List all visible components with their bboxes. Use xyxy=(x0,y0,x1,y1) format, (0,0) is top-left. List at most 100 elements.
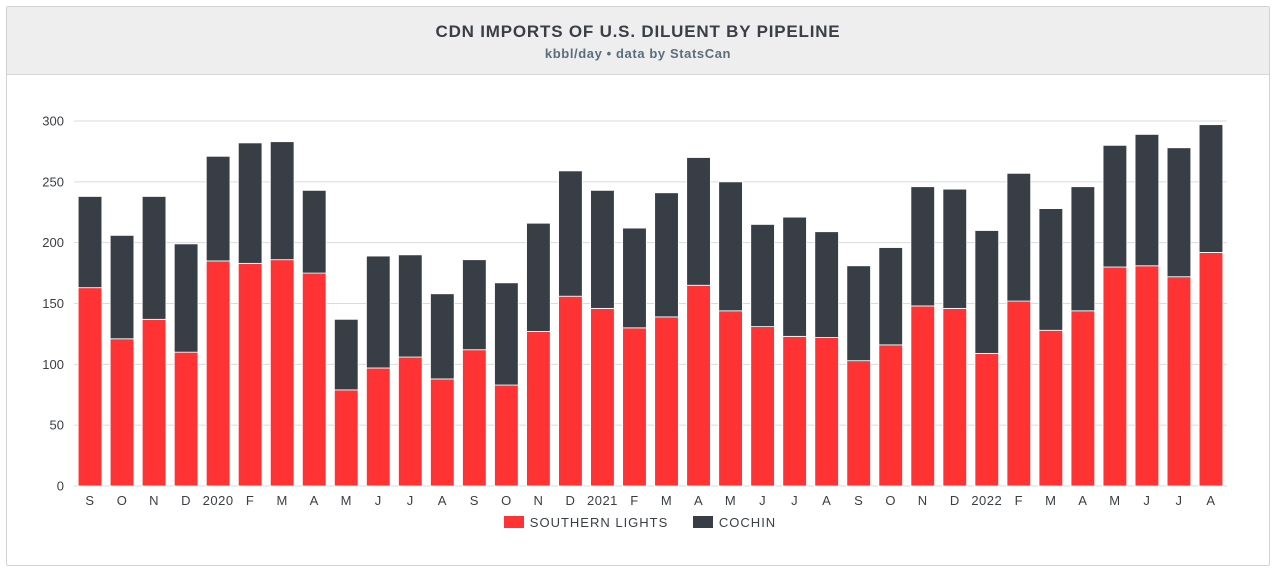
bar-cochin xyxy=(718,181,743,312)
x-tick-label: J xyxy=(791,493,798,508)
x-tick-label: D xyxy=(950,493,960,508)
bar-southern-lights xyxy=(718,310,743,487)
bar-cochin xyxy=(205,155,231,262)
y-tick-label: 100 xyxy=(42,357,64,372)
bar-southern-lights xyxy=(750,326,775,487)
bar-cochin xyxy=(910,186,935,307)
x-tick-label: S xyxy=(854,493,863,508)
x-tick-label: A xyxy=(310,493,319,508)
bar-cochin xyxy=(269,141,295,261)
bar-cochin xyxy=(686,157,711,286)
bar-southern-lights xyxy=(109,338,135,487)
bar-southern-lights xyxy=(686,284,711,487)
x-tick-label: S xyxy=(470,493,479,508)
bar-southern-lights xyxy=(398,356,423,487)
y-tick-label: 150 xyxy=(42,296,64,311)
x-tick-label: 2020 xyxy=(203,493,234,508)
x-tick-label: D xyxy=(181,493,191,508)
x-tick-label: N xyxy=(533,493,543,508)
legend-label-cochin: COCHIN xyxy=(718,515,777,530)
bar-cochin xyxy=(366,255,391,369)
bar-cochin xyxy=(878,247,903,346)
bar-southern-lights xyxy=(1134,265,1160,487)
bar-southern-lights xyxy=(366,367,391,487)
legend-item-southern-lights: SOUTHERN LIGHTS xyxy=(503,515,669,530)
bar-cochin xyxy=(750,224,775,328)
x-tick-label: A xyxy=(1206,493,1215,508)
bar-southern-lights xyxy=(590,307,615,487)
bar-southern-lights xyxy=(558,295,583,487)
x-tick-label: J xyxy=(375,493,382,508)
bar-southern-lights xyxy=(878,344,903,487)
bar-cochin xyxy=(974,230,1000,354)
x-tick-label: J xyxy=(1175,493,1182,508)
x-tick-label: N xyxy=(918,493,928,508)
bar-southern-lights xyxy=(333,389,359,487)
bar-cochin xyxy=(526,222,551,332)
bar-cochin xyxy=(846,265,871,362)
bar-southern-lights xyxy=(782,335,807,487)
bar-southern-lights xyxy=(494,384,519,487)
bar-cochin xyxy=(782,216,807,337)
x-tick-label: F xyxy=(630,493,638,508)
x-tick-label: D xyxy=(565,493,575,508)
bar-cochin xyxy=(430,293,455,380)
x-tick-label: A xyxy=(694,493,703,508)
x-tick-label: O xyxy=(117,493,128,508)
x-tick-label: M xyxy=(661,493,672,508)
bar-cochin xyxy=(942,188,968,309)
chart-legend: SOUTHERN LIGHTS COCHIN xyxy=(0,515,1280,530)
bar-cochin xyxy=(654,192,679,318)
bar-cochin xyxy=(173,243,199,353)
bar-southern-lights xyxy=(1038,329,1064,487)
x-tick-label: O xyxy=(885,493,896,508)
y-tick-label: 0 xyxy=(57,479,64,494)
bar-southern-lights xyxy=(462,349,487,487)
x-tick-label: M xyxy=(1109,493,1120,508)
x-tick-label: 2022 xyxy=(971,493,1002,508)
x-tick-label: N xyxy=(149,493,159,508)
bar-southern-lights xyxy=(910,305,935,487)
bar-cochin xyxy=(1166,147,1192,278)
x-tick-label: M xyxy=(1045,493,1056,508)
x-tick-label: M xyxy=(277,493,288,508)
chart-title: CDN IMPORTS OF U.S. DILUENT BY PIPELINE xyxy=(435,22,841,41)
x-tick-label: A xyxy=(822,493,831,508)
bar-southern-lights xyxy=(1102,266,1128,487)
bar-southern-lights xyxy=(814,337,839,487)
x-tick-label: O xyxy=(501,493,512,508)
x-tick-label: M xyxy=(725,493,736,508)
x-tick-label: A xyxy=(1078,493,1087,508)
bar-cochin xyxy=(141,196,167,320)
chart-header: CDN IMPORTS OF U.S. DILUENT BY PIPELINE … xyxy=(7,7,1269,75)
bar-cochin xyxy=(398,254,423,358)
legend-label-southern-lights: SOUTHERN LIGHTS xyxy=(529,515,669,530)
bar-cochin xyxy=(301,189,327,274)
x-tick-label: 2021 xyxy=(587,493,618,508)
legend-swatch-southern-lights xyxy=(503,516,524,528)
x-tick-label: S xyxy=(85,493,94,508)
bar-cochin xyxy=(77,196,103,289)
bar-cochin xyxy=(814,231,839,338)
bar-southern-lights xyxy=(622,327,647,487)
bar-southern-lights xyxy=(942,307,968,487)
bar-cochin xyxy=(1070,186,1096,312)
bar-cochin xyxy=(622,227,647,329)
y-tick-label: 250 xyxy=(42,174,64,189)
bar-cochin xyxy=(237,142,263,264)
chart-subtitle: kbbl/day • data by StatsCan xyxy=(544,46,732,61)
bar-southern-lights xyxy=(301,272,327,487)
bar-cochin xyxy=(1134,133,1160,267)
bar-cochin xyxy=(1038,208,1064,331)
x-tick-label: F xyxy=(1015,493,1023,508)
bar-cochin xyxy=(1102,144,1128,268)
bar-southern-lights xyxy=(654,316,679,487)
bar-southern-lights xyxy=(141,318,167,487)
bar-southern-lights xyxy=(77,287,103,487)
x-tick-label: J xyxy=(759,493,766,508)
y-tick-label: 300 xyxy=(42,114,64,129)
bar-cochin xyxy=(109,234,135,340)
bar-southern-lights xyxy=(846,360,871,487)
x-tick-label: J xyxy=(1143,493,1150,508)
